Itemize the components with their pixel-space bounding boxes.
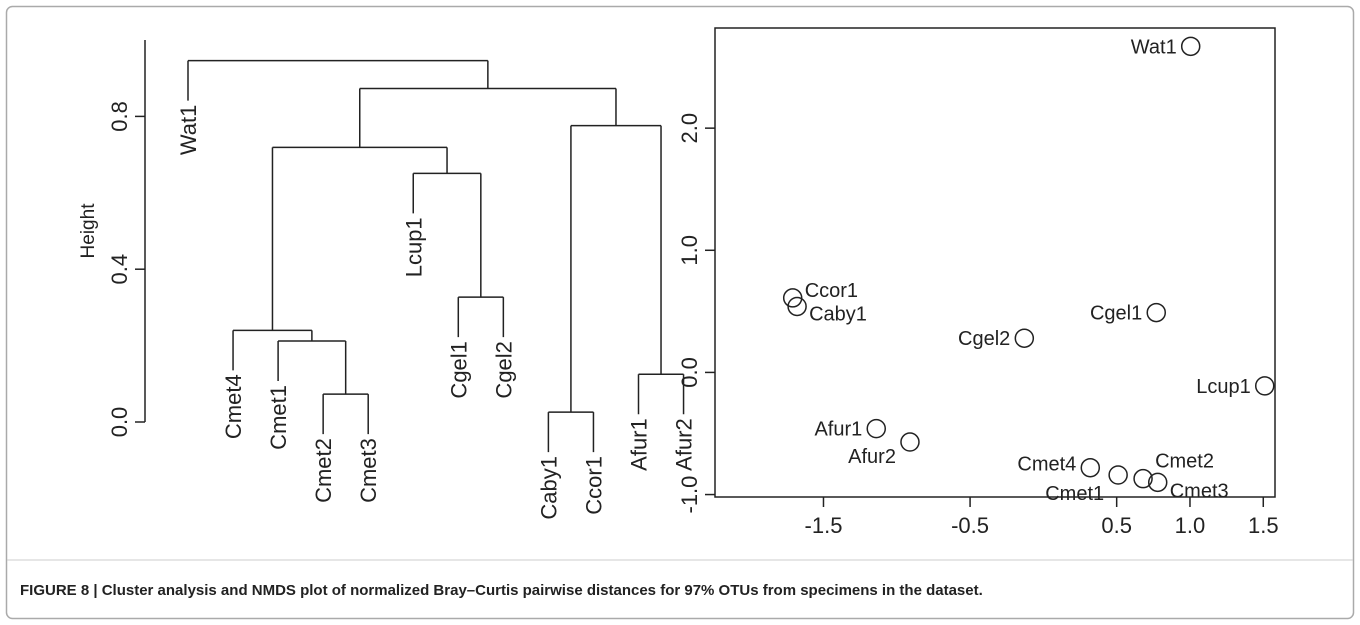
figure-frame (5, 5, 1355, 620)
point-label: Afur2 (848, 446, 896, 468)
merge-link (232, 329, 313, 371)
point (787, 296, 807, 317)
leaf-label: Cmet3 (356, 438, 381, 503)
x-tick-label: -0.5 (951, 513, 989, 538)
y-tick-label: -1.0 (677, 476, 702, 514)
point (1133, 468, 1153, 489)
point (1014, 328, 1035, 348)
point (900, 432, 920, 452)
leaf-label: Cgel1 (446, 341, 471, 398)
leaf-label: Cmet4 (221, 374, 246, 439)
point-label: Cgel2 (958, 328, 1010, 350)
point-label: Cmet1 (1045, 483, 1104, 505)
plot-frame (714, 27, 1276, 498)
leaf-label: Caby1 (536, 456, 561, 520)
caption: FIGURE 8 | Cluster analysis and NMDS plo… (20, 582, 983, 599)
merge-link (359, 87, 617, 148)
leaf-label: Wat1 (176, 105, 201, 156)
point (1146, 302, 1167, 323)
point-label: Ccor1 (805, 280, 858, 302)
point-label: Afur1 (814, 419, 862, 441)
point-label: Wat1 (1131, 36, 1177, 58)
y-tick-label: 0.0 (677, 357, 702, 388)
point (1080, 457, 1101, 478)
point-label: Cmet2 (1155, 451, 1214, 473)
merge-link (457, 296, 505, 338)
x-tick-label: 0.5 (1101, 513, 1132, 538)
x-tick-label: 1.0 (1175, 513, 1206, 538)
merge-link (547, 411, 595, 453)
merge-link (187, 59, 489, 101)
point-label: Cgel1 (1090, 303, 1142, 325)
y-tick-label: 0.8 (107, 101, 132, 132)
merge-link (322, 393, 369, 435)
y-tick-label: 0.4 (107, 254, 132, 285)
x-tick-label: -1.5 (805, 513, 843, 538)
point (866, 418, 887, 439)
point-label: Caby1 (809, 303, 867, 325)
y-tick-label: 0.0 (107, 407, 132, 438)
point (1254, 376, 1275, 396)
point-label: Lcup1 (1196, 376, 1251, 398)
y-tick-label: 1.0 (677, 235, 702, 266)
point (1108, 465, 1128, 485)
leaf-label: Cgel2 (491, 341, 516, 398)
point (1180, 36, 1201, 57)
y-tick-label: 2.0 (677, 113, 702, 144)
leaf-label: Afur2 (672, 418, 697, 471)
point (1147, 472, 1168, 493)
x-tick-label: 1.5 (1248, 513, 1279, 538)
leaf-label: Ccor1 (581, 456, 606, 515)
leaf-label: Cmet1 (266, 385, 291, 450)
leaf-label: Afur1 (627, 418, 652, 471)
point-label: Cmet3 (1170, 480, 1229, 502)
leaf-label: Lcup1 (401, 217, 426, 277)
merge-link (570, 124, 662, 413)
y-axis-label: Height (78, 203, 99, 259)
leaf-label: Cmet2 (311, 438, 336, 503)
point-label: Cmet4 (1017, 454, 1076, 476)
